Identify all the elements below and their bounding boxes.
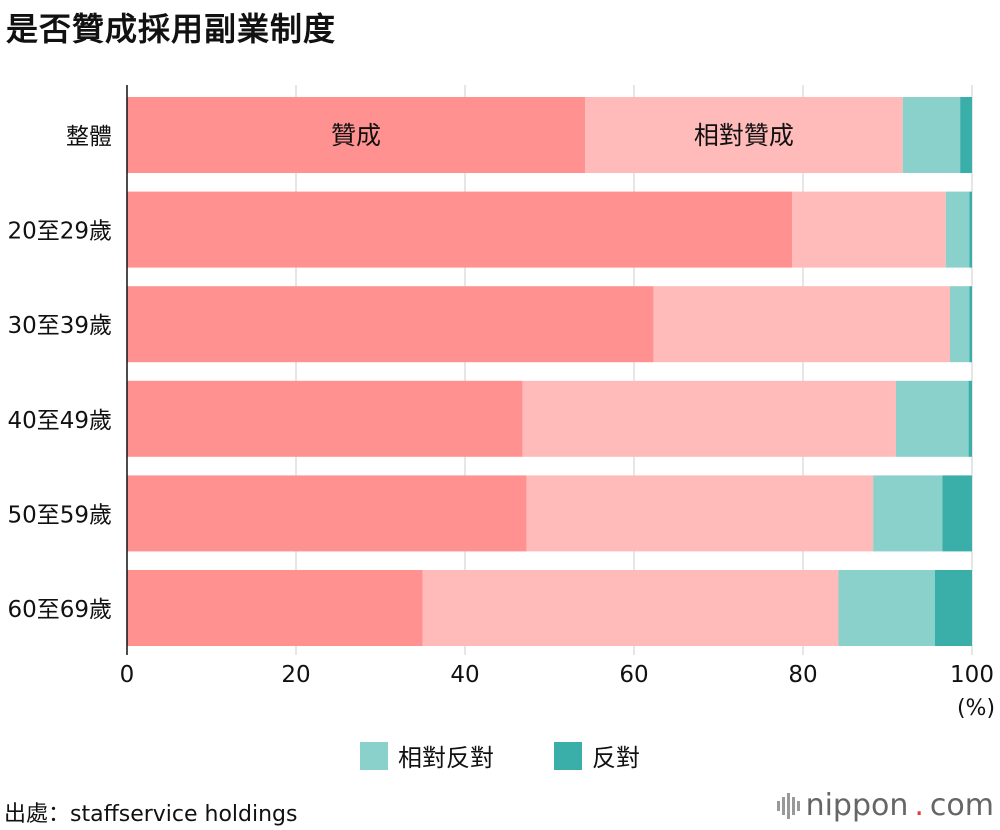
bar-0-1 bbox=[584, 97, 903, 173]
x-tick-label-80: 80 bbox=[788, 662, 817, 688]
bar-1-3 bbox=[969, 191, 972, 268]
inline-label-0: 贊成 bbox=[331, 121, 381, 150]
legend-item-oppose: 反對 bbox=[554, 738, 640, 773]
category-label-1: 20至29歲 bbox=[7, 219, 112, 245]
inline-label-1: 相對贊成 bbox=[694, 121, 794, 150]
legend-label-oppose: 反對 bbox=[592, 744, 640, 772]
bar-0-2 bbox=[902, 97, 961, 173]
bar-0-0 bbox=[127, 97, 585, 173]
legend-label-relatively-oppose: 相對反對 bbox=[398, 744, 494, 772]
bar-3-1 bbox=[522, 380, 896, 457]
bar-4-3 bbox=[942, 475, 972, 552]
bar-3-2 bbox=[895, 380, 969, 457]
bar-5-2 bbox=[838, 570, 935, 646]
source-note: 出處：staffservice holdings bbox=[4, 802, 298, 827]
bar-3-0 bbox=[127, 380, 523, 457]
x-tick-label-40: 40 bbox=[450, 662, 479, 688]
category-label-3: 40至49歲 bbox=[7, 408, 112, 434]
legend-swatch-oppose bbox=[554, 741, 582, 770]
bar-2-3 bbox=[969, 286, 972, 363]
category-label-0: 整體 bbox=[66, 124, 112, 150]
bar-3-3 bbox=[968, 380, 972, 457]
brand-logo: nippon. com bbox=[776, 788, 994, 823]
brand-name: nippon bbox=[805, 788, 909, 823]
legend-swatch-relatively-oppose bbox=[360, 741, 388, 770]
x-tick-label-20: 20 bbox=[281, 662, 310, 688]
bar-0-3 bbox=[960, 97, 972, 173]
legend-item-relatively-oppose: 相對反對 bbox=[360, 738, 494, 773]
bar-2-1 bbox=[653, 286, 951, 363]
chart-plot: 贊成 相對贊成 整體 20至29歲 30至39歲 40至49歲 50至59歲 60至69歲 0 2… bbox=[7, 85, 995, 720]
brand-mark-icon bbox=[776, 792, 800, 819]
bar-5-0 bbox=[127, 570, 423, 646]
brand-suffix: com bbox=[929, 788, 994, 823]
category-label-2: 30至39歲 bbox=[7, 313, 112, 339]
bar-5-3 bbox=[934, 570, 972, 646]
chart-legend: 相對反對 反對 bbox=[0, 738, 1000, 773]
bar-1-2 bbox=[945, 191, 970, 268]
x-tick-label-100: 100 bbox=[950, 662, 994, 688]
bar-4-1 bbox=[526, 475, 874, 552]
bar-1-1 bbox=[792, 191, 946, 268]
x-unit-label: (%) bbox=[957, 696, 995, 720]
bar-2-2 bbox=[950, 286, 970, 363]
bar-2-0 bbox=[127, 286, 654, 363]
x-tick-label-60: 60 bbox=[619, 662, 648, 688]
x-tick-label-0: 0 bbox=[120, 662, 135, 688]
bar-5-1 bbox=[422, 570, 839, 646]
bar-4-2 bbox=[873, 475, 943, 552]
chart-title: 是否贊成採用副業制度 bbox=[6, 10, 337, 48]
bar-1-0 bbox=[127, 191, 793, 268]
category-label-5: 60至69歲 bbox=[7, 597, 112, 623]
brand-dot: . bbox=[914, 788, 924, 823]
category-label-4: 50至59歲 bbox=[7, 502, 112, 528]
bar-4-0 bbox=[127, 475, 527, 552]
